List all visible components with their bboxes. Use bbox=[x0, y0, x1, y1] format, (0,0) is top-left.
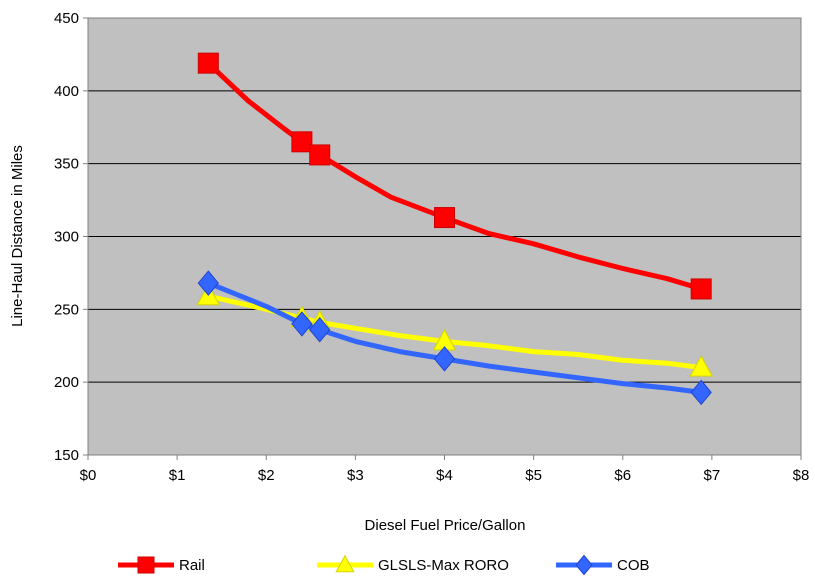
y-axis-tick-labels: 150 200 250 300 350 400 450 bbox=[54, 10, 88, 464]
series-rail bbox=[197, 52, 712, 300]
legend-label: GLSLS-Max RORO bbox=[378, 557, 509, 574]
y-tick-label: 150 bbox=[54, 447, 79, 464]
data-point-square bbox=[434, 207, 455, 229]
data-point-diamond bbox=[433, 346, 456, 372]
data-point-triangle bbox=[689, 355, 714, 377]
y-axis-title: Line-Haul Distance in Miles bbox=[9, 145, 26, 327]
y-tick-label: 450 bbox=[54, 10, 79, 27]
data-point-diamond bbox=[197, 270, 219, 296]
legend-label: COB bbox=[617, 557, 650, 574]
y-tick-label: 300 bbox=[54, 229, 79, 246]
series-cob bbox=[197, 270, 712, 406]
legend: Rail GLSLS-Max RORO COB bbox=[118, 554, 650, 576]
legend-item-glsls-max-roro: GLSLS-Max RORO bbox=[317, 554, 509, 574]
data-point-triangle bbox=[335, 554, 355, 573]
x-tick-label: $2 bbox=[258, 467, 275, 484]
data-point-square bbox=[309, 144, 331, 166]
series-line bbox=[205, 60, 704, 292]
x-axis-title: Diesel Fuel Price/Gallon bbox=[365, 517, 526, 534]
x-tick-label: $4 bbox=[436, 467, 453, 484]
data-point-square bbox=[197, 52, 219, 74]
series-layer bbox=[196, 52, 714, 406]
data-point-square bbox=[690, 278, 712, 300]
x-tick-label: $0 bbox=[80, 467, 97, 484]
x-axis-tick-labels: $0 $1 $2 $3 $4 $5 $6 $7 $8 bbox=[80, 455, 810, 484]
legend-label: Rail bbox=[179, 557, 205, 574]
y-tick-label: 200 bbox=[54, 374, 79, 391]
y-tick-label: 400 bbox=[54, 83, 79, 100]
data-point-square bbox=[291, 131, 313, 153]
data-point-diamond bbox=[690, 379, 712, 406]
y-tick-label: 350 bbox=[54, 156, 79, 173]
data-point-diamond bbox=[309, 316, 331, 343]
y-tick-label: 250 bbox=[54, 301, 79, 318]
x-tick-label: $1 bbox=[169, 467, 186, 484]
x-tick-label: $8 bbox=[793, 467, 810, 484]
gridlines bbox=[88, 90, 801, 383]
legend-item-rail: Rail bbox=[118, 556, 205, 574]
x-tick-label: $5 bbox=[525, 467, 542, 484]
x-tick-label: $7 bbox=[704, 467, 721, 484]
x-tick-label: $6 bbox=[614, 467, 631, 484]
data-point-square bbox=[137, 556, 155, 574]
data-point-diamond bbox=[291, 311, 313, 337]
x-tick-label: $3 bbox=[347, 467, 364, 484]
legend-item-cob: COB bbox=[556, 554, 650, 576]
data-point-diamond bbox=[575, 554, 593, 576]
